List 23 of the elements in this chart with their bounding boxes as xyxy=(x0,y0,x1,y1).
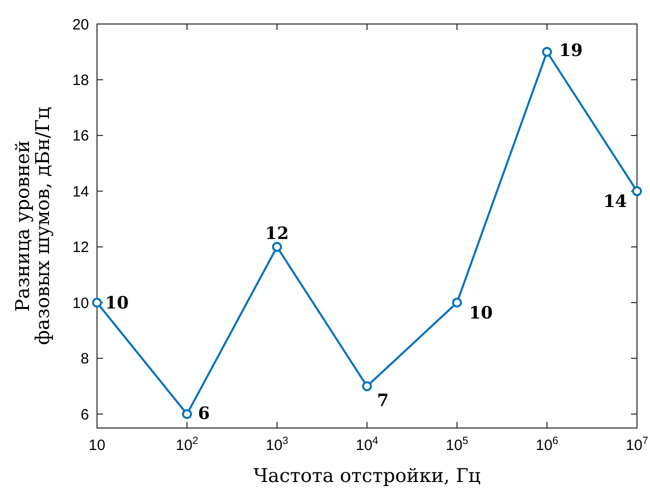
y-tick-label: 16 xyxy=(72,128,89,145)
data-label: 7 xyxy=(377,391,389,412)
y-axis-title: Разница уровней фазовых шумов, дБн/Гц xyxy=(12,107,54,345)
y-tick-label: 18 xyxy=(72,72,89,89)
data-label: 19 xyxy=(559,40,583,61)
x-tick-label: 10$^{3}$ xyxy=(266,435,288,454)
y-tick-label: 6 xyxy=(80,406,89,424)
data-label: 12 xyxy=(265,224,289,244)
data-label: 10 xyxy=(469,304,493,324)
y-tick-label: 20 xyxy=(72,16,89,34)
x-tick-label: 10$^{4}$ xyxy=(356,435,378,454)
x-tick-label: 10$^{5}$ xyxy=(446,435,468,454)
x-tick-label: 10$^{6}$ xyxy=(536,435,558,454)
y-tick-label: 8 xyxy=(80,350,89,368)
x-tick-label: 10$^{7}$ xyxy=(626,435,648,454)
y-tick-label: 14 xyxy=(72,183,89,200)
x-axis-title: Частота отстройки, Гц xyxy=(253,465,481,487)
data-label: 14 xyxy=(603,192,628,212)
y-tick-label: 12 xyxy=(72,239,89,256)
data-label: 6 xyxy=(198,404,210,424)
y-tick-label: 10 xyxy=(72,294,89,312)
data-label: 10 xyxy=(105,294,129,314)
x-tick-label: 10$^{2}$ xyxy=(176,435,198,454)
